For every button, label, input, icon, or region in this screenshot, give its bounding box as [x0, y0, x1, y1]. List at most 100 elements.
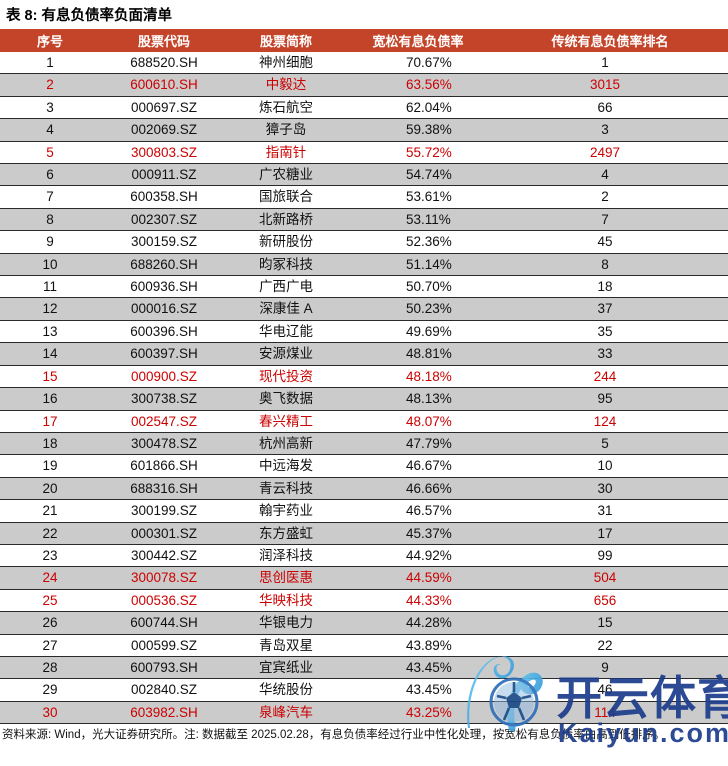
- table-row[interactable]: 19 601866.SH 中远海发 46.67% 10: [0, 454, 728, 478]
- table-row[interactable]: 16 300738.SZ 奥飞数据 48.13% 95: [0, 387, 728, 410]
- table-row[interactable]: 6 000911.SZ 广农糖业 54.74% 4: [0, 163, 728, 186]
- cell-code: 600793.SH: [100, 655, 228, 679]
- cell-code: 000900.SZ: [100, 364, 228, 388]
- table-row[interactable]: 8 002307.SZ 北新路桥 53.11% 7: [0, 207, 728, 231]
- cell-seq: 4: [0, 118, 100, 142]
- cell-rank: 46: [492, 678, 728, 702]
- cell-name: 东方盛虹: [228, 521, 344, 545]
- cell-name: 润泽科技: [228, 543, 344, 567]
- table-row[interactable]: 15 000900.SZ 现代投资 48.18% 244: [0, 364, 728, 388]
- cell-ratio: 51.14%: [344, 252, 492, 276]
- table-row[interactable]: 20 688316.SH 青云科技 46.66% 30: [0, 476, 728, 500]
- cell-seq: 29: [0, 678, 100, 702]
- cell-rank: 2: [492, 185, 728, 209]
- cell-code: 300078.SZ: [100, 566, 228, 590]
- cell-seq: 9: [0, 230, 100, 254]
- cell-rank: 22: [492, 633, 728, 657]
- cell-rank: 656: [492, 588, 728, 612]
- cell-seq: 14: [0, 342, 100, 366]
- cell-rank: 3: [492, 118, 728, 142]
- table-row[interactable]: 27 000599.SZ 青岛双星 43.89% 22: [0, 633, 728, 657]
- cell-ratio: 43.45%: [344, 655, 492, 679]
- table-row[interactable]: 12 000016.SZ 深康佳 A 50.23% 37: [0, 297, 728, 321]
- table-row[interactable]: 14 600397.SH 安源煤业 48.81% 33: [0, 342, 728, 366]
- cell-ratio: 48.07%: [344, 409, 492, 433]
- table-row[interactable]: 18 300478.SZ 杭州高新 47.79% 5: [0, 431, 728, 455]
- cell-seq: 7: [0, 185, 100, 209]
- cell-code: 300442.SZ: [100, 543, 228, 567]
- table-row[interactable]: 2 600610.SH 中毅达 63.56% 3015: [0, 73, 728, 97]
- cell-rank: 124: [492, 409, 728, 433]
- cell-rank: 7: [492, 207, 728, 231]
- cell-code: 300478.SZ: [100, 431, 228, 455]
- table-row[interactable]: 3 000697.SZ 炼石航空 62.04% 66: [0, 95, 728, 119]
- cell-code: 600358.SH: [100, 185, 228, 209]
- cell-name: 青岛双星: [228, 633, 344, 657]
- cell-code: 000016.SZ: [100, 297, 228, 321]
- cell-seq: 17: [0, 409, 100, 433]
- table-row[interactable]: 7 600358.SH 国旅联合 53.61% 2: [0, 185, 728, 209]
- table-row[interactable]: 1 688520.SH 神州细胞 70.67% 1: [0, 52, 728, 74]
- cell-rank: 95: [492, 387, 728, 410]
- cell-code: 000599.SZ: [100, 633, 228, 657]
- table-row[interactable]: 23 300442.SZ 润泽科技 44.92% 99: [0, 543, 728, 567]
- table-row[interactable]: 24 300078.SZ 思创医惠 44.59% 504: [0, 566, 728, 590]
- column-header-name[interactable]: 股票简称: [228, 31, 344, 52]
- table-row[interactable]: 13 600396.SH 华电辽能 49.69% 35: [0, 319, 728, 343]
- table-body: 1 688520.SH 神州细胞 70.67% 1 2 600610.SH 中毅达 63.56%…: [0, 52, 728, 724]
- cell-name: 深康佳 A: [228, 297, 344, 321]
- cell-seq: 3: [0, 95, 100, 119]
- cell-ratio: 47.79%: [344, 431, 492, 455]
- table-row[interactable]: 29 002840.SZ 华统股份 43.45% 46: [0, 678, 728, 702]
- column-header-ratio[interactable]: 宽松有息负债率: [344, 31, 492, 52]
- table-row[interactable]: 26 600744.SH 华银电力 44.28% 15: [0, 611, 728, 635]
- cell-seq: 28: [0, 655, 100, 679]
- cell-seq: 2: [0, 73, 100, 97]
- cell-name: 安源煤业: [228, 342, 344, 366]
- column-header-seq[interactable]: 序号: [0, 31, 100, 52]
- table-row[interactable]: 11 600936.SH 广西广电 50.70% 18: [0, 275, 728, 298]
- cell-name: 春兴精工: [228, 409, 344, 433]
- table-row[interactable]: 28 600793.SH 宜宾纸业 43.45% 9: [0, 655, 728, 679]
- cell-name: 青云科技: [228, 476, 344, 500]
- cell-rank: 114: [492, 700, 728, 724]
- table-row[interactable]: 5 300803.SZ 指南针 55.72% 2497: [0, 140, 728, 164]
- table-row[interactable]: 25 000536.SZ 华映科技 44.33% 656: [0, 588, 728, 612]
- cell-code: 000911.SZ: [100, 163, 228, 186]
- cell-rank: 244: [492, 364, 728, 388]
- cell-ratio: 46.67%: [344, 454, 492, 478]
- table-row[interactable]: 10 688260.SH 昀冢科技 51.14% 8: [0, 252, 728, 276]
- cell-ratio: 53.61%: [344, 185, 492, 209]
- column-header-code[interactable]: 股票代码: [100, 31, 228, 52]
- cell-ratio: 44.33%: [344, 588, 492, 612]
- cell-rank: 18: [492, 275, 728, 298]
- cell-code: 688316.SH: [100, 476, 228, 500]
- table-row[interactable]: 17 002547.SZ 春兴精工 48.07% 124: [0, 409, 728, 433]
- cell-code: 600396.SH: [100, 319, 228, 343]
- table-row[interactable]: 9 300159.SZ 新研股份 52.36% 45: [0, 230, 728, 254]
- cell-code: 000697.SZ: [100, 95, 228, 119]
- cell-seq: 8: [0, 207, 100, 231]
- cell-ratio: 46.57%: [344, 499, 492, 523]
- title-underline: [0, 29, 728, 31]
- cell-seq: 11: [0, 275, 100, 298]
- table-row[interactable]: 22 000301.SZ 东方盛虹 45.37% 17: [0, 521, 728, 545]
- table-row[interactable]: 21 300199.SZ 翰宇药业 46.57% 31: [0, 499, 728, 523]
- cell-name: 华映科技: [228, 588, 344, 612]
- cell-seq: 25: [0, 588, 100, 612]
- cell-seq: 6: [0, 163, 100, 186]
- cell-ratio: 44.28%: [344, 611, 492, 635]
- cell-name: 现代投资: [228, 364, 344, 388]
- cell-name: 翰宇药业: [228, 499, 344, 523]
- cell-rank: 1: [601, 55, 609, 70]
- table-row[interactable]: 4 002069.SZ 獐子岛 59.38% 3: [0, 118, 728, 142]
- cell-code: 600936.SH: [100, 275, 228, 298]
- header-row: 序号 股票代码 股票简称 宽松有息负债率 传统有息负债率排名: [0, 31, 728, 52]
- cell-seq: 30: [0, 700, 100, 724]
- cell-name: 指南针: [228, 140, 344, 164]
- column-header-rank[interactable]: 传统有息负债率排名: [492, 31, 728, 52]
- table-row[interactable]: 30 603982.SH 泉峰汽车 43.25% 114: [0, 700, 728, 724]
- cell-seq: 24: [0, 566, 100, 590]
- cell-code: 603982.SH: [100, 700, 228, 724]
- cell-code: 300803.SZ: [100, 140, 228, 164]
